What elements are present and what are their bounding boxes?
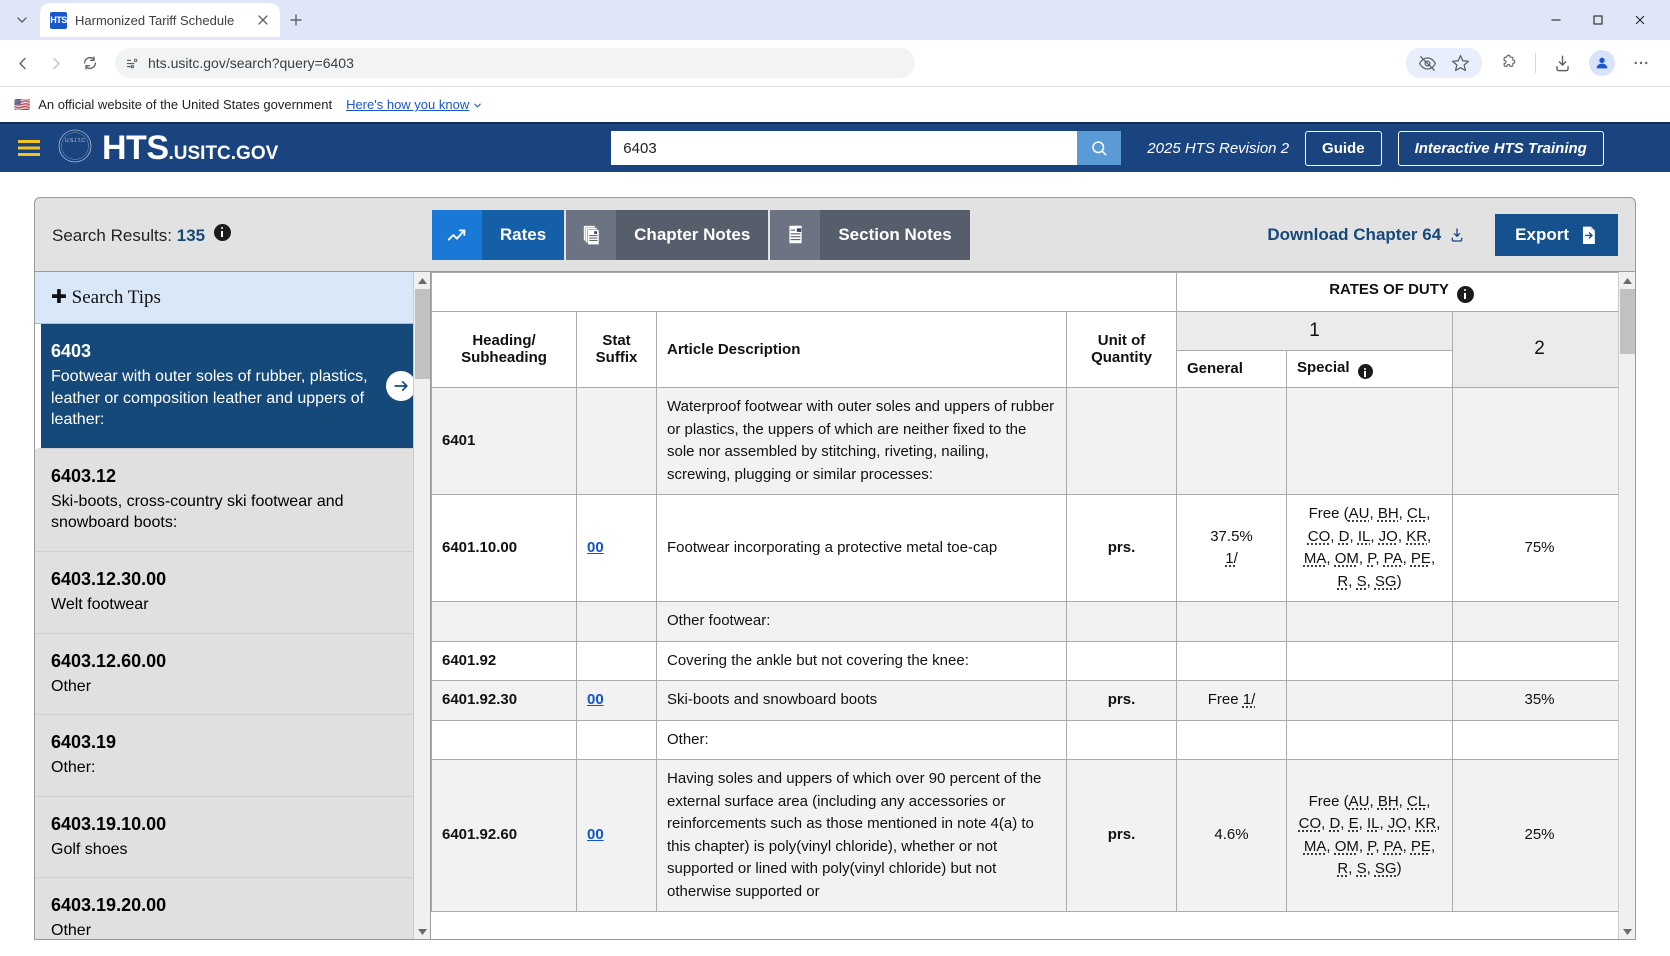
svg-text:U.S.I.T.C: U.S.I.T.C (65, 138, 85, 144)
